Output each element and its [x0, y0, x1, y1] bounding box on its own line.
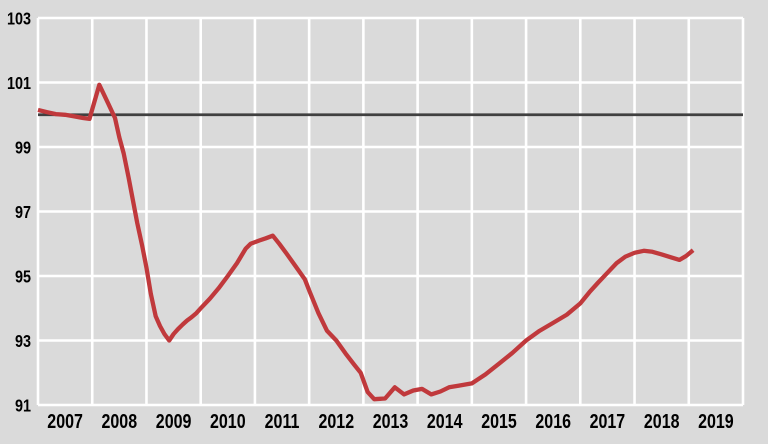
index-line	[37, 82, 695, 402]
x-tick-label: 2016	[535, 410, 571, 432]
x-tick-label: 2012	[318, 410, 354, 432]
y-tick-label: 99	[15, 138, 31, 158]
series-line	[37, 82, 695, 402]
y-tick-label: 91	[15, 396, 31, 416]
x-tick-label: 2014	[427, 410, 463, 432]
gridlines	[36, 16, 745, 407]
y-tick-label: 103	[7, 9, 31, 29]
x-tick-label: 2017	[590, 410, 626, 432]
x-tick-label: 2019	[698, 410, 734, 432]
y-tick-label: 101	[7, 73, 31, 93]
y-tick-label: 93	[15, 331, 31, 351]
x-axis-labels: 2007 2008 2009 2010 2011 2012 2013 2014 2015 2016…	[47, 410, 733, 432]
y-axis-labels: 103 101 99 97 95 93 91	[7, 9, 31, 416]
x-tick-label: 2015	[481, 410, 517, 432]
x-tick-label: 2008	[101, 410, 137, 432]
x-tick-label: 2010	[210, 410, 246, 432]
x-tick-label: 2011	[265, 410, 300, 432]
x-tick-label: 2009	[156, 410, 192, 432]
x-tick-label: 2007	[47, 410, 83, 432]
y-tick-label: 95	[15, 267, 31, 287]
y-tick-label: 97	[15, 202, 31, 222]
x-tick-label: 2013	[373, 410, 409, 432]
x-tick-label: 2018	[644, 410, 680, 432]
